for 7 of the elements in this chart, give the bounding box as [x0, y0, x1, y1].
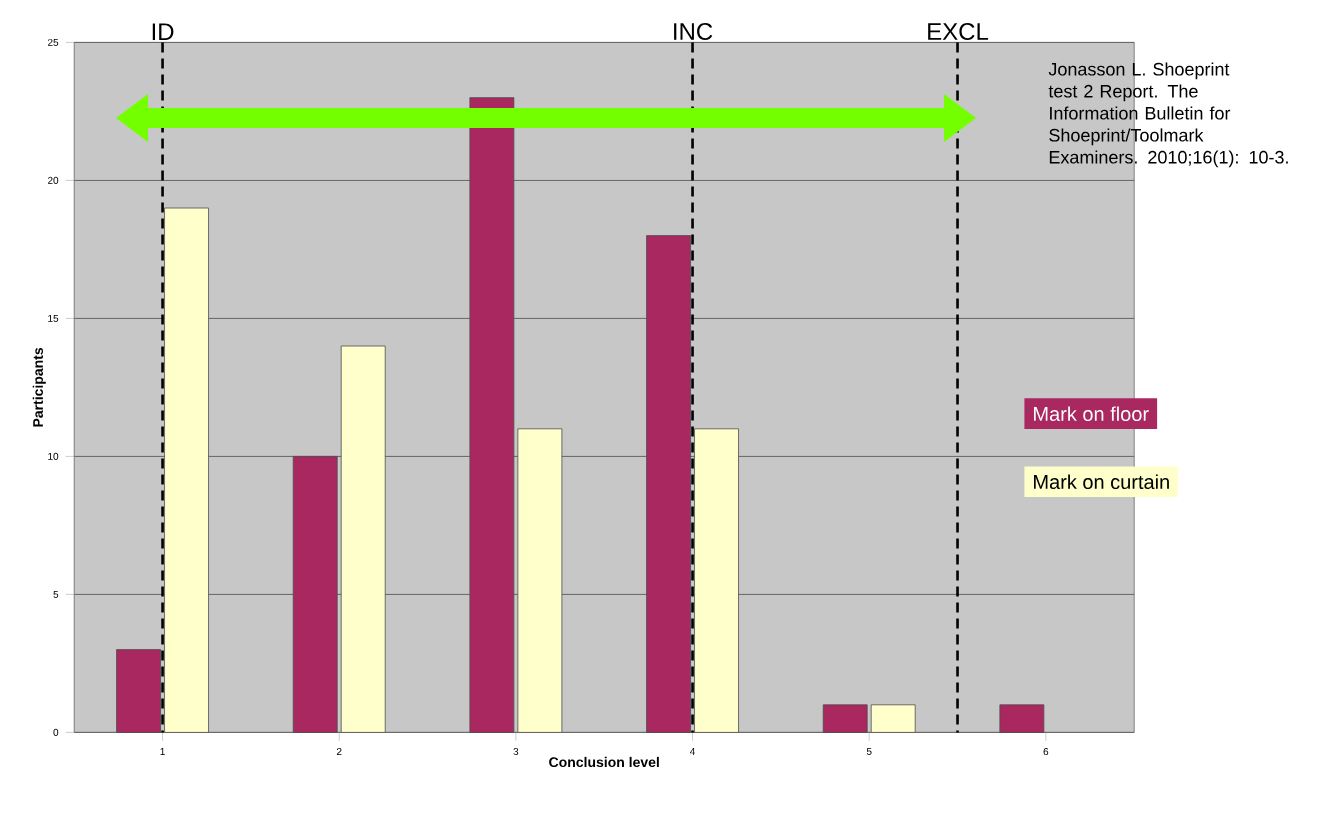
ref-line-label: ID: [152, 23, 174, 41]
annotation: Jonasson L. Shoeprint test 2 Report. The Information Bulletin for Shoeprint/Toolmark Examiners. 2010;16(1): 10-3.: [1048, 62, 1288, 168]
bar: [999, 704, 1045, 733]
text: Mark on curtain: [1034, 474, 1169, 490]
ref-line-label: INC: [674, 23, 713, 41]
ref-line-label: EXCL: [928, 23, 989, 41]
text: Mark on floor: [1034, 406, 1149, 422]
